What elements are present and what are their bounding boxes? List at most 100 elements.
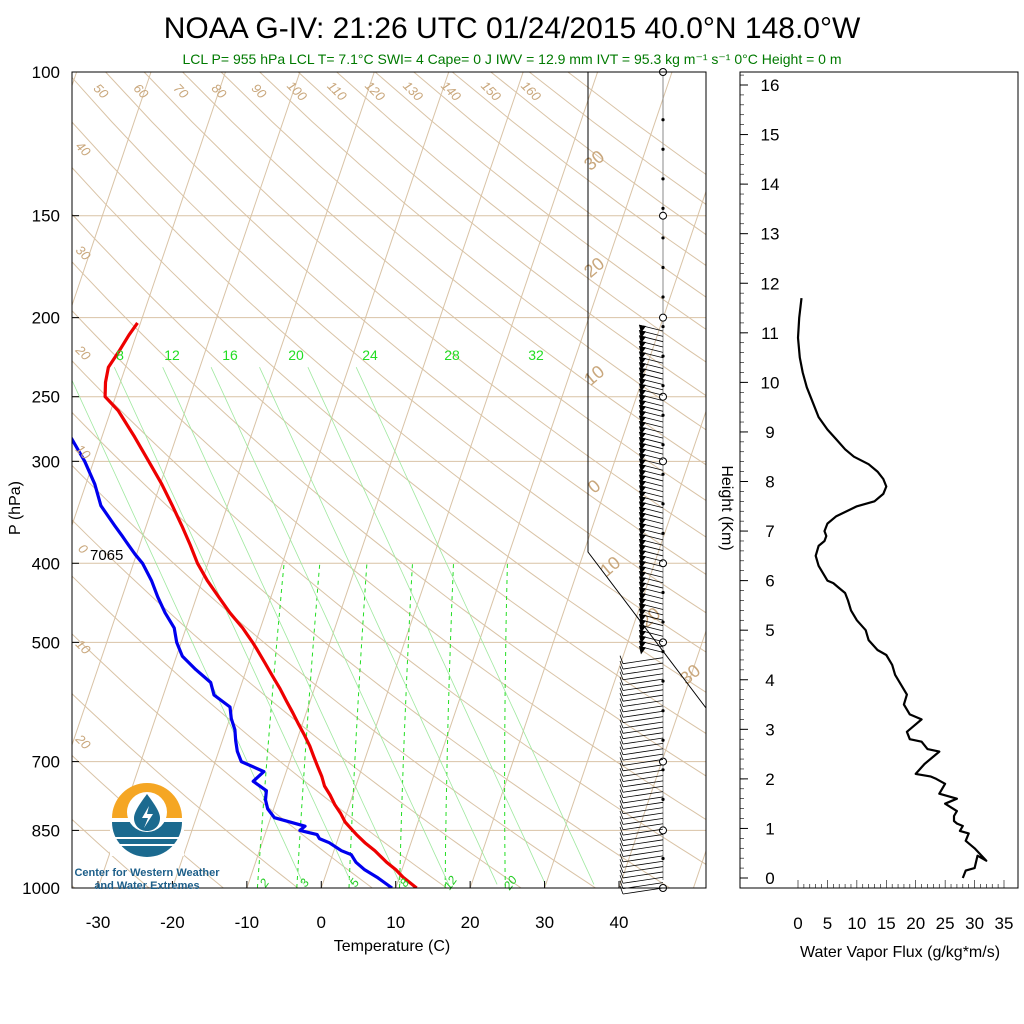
isotherm-line: [469, 189, 706, 888]
skewt-grid: [0, 72, 1024, 888]
wind-level-dot: [661, 768, 665, 772]
wind-level-dot: [661, 384, 665, 388]
wind-barb: [622, 668, 664, 675]
wind-barb: [622, 753, 664, 761]
skewt-frame: [71, 71, 707, 889]
isotherm-line: [72, 72, 152, 307]
wind-barb-flag: [639, 608, 646, 617]
wind-barb-feather: [619, 703, 624, 713]
wind-barb-feather: [619, 843, 624, 852]
skewt-x-tick-label: -30: [86, 913, 111, 932]
dry-adiabat: [72, 121, 706, 653]
mixing-ratio-label: 8: [116, 347, 124, 363]
isotherm-label: 60: [131, 81, 152, 102]
profile-y-tick-label: 13: [761, 225, 780, 244]
profile-y-tick-label: 12: [761, 274, 780, 293]
wind-level-dot: [661, 709, 665, 713]
wind-barb-flag: [639, 640, 646, 649]
wind-barb-feather: [619, 719, 624, 729]
moist-adiabat-line: [72, 379, 304, 885]
dry-adiabat: [72, 213, 706, 735]
chart-title: NOAA G-IV: 21:26 UTC 01/24/2015 40.0°N 1…: [164, 12, 861, 45]
wind-barb: [622, 662, 664, 670]
dry-adiabat: [72, 818, 150, 888]
dry-adiabat: [336, 72, 706, 363]
wind-barb-flag: [639, 507, 646, 516]
profile-y-tick-label: 7: [765, 522, 774, 541]
mixing-ratio-label: 20: [288, 347, 304, 363]
wind-level-dot: [661, 502, 665, 506]
dry-adiabat: [72, 411, 671, 888]
wind-barb: [622, 726, 664, 734]
isotherm-line: [0, 72, 2, 888]
wind-barb-feather: [619, 725, 624, 734]
wind-barb-feather: [619, 773, 624, 782]
dry-adiabat: [72, 633, 373, 888]
profile-x-tick-label: 10: [847, 914, 866, 933]
wind-barb: [622, 732, 664, 740]
profile-y-tick-label: 16: [761, 76, 780, 95]
wind-barb-feather: [619, 762, 624, 771]
wind-barb-feather: [619, 698, 624, 707]
dry-adiabat: [72, 693, 299, 888]
skewt-x-tick-label: 20: [461, 913, 480, 932]
dry-adiabat-left-label: 40: [73, 138, 94, 159]
wind-barb-feather: [619, 709, 624, 718]
wind-barb-flag: [639, 485, 646, 494]
wind-barb-feather: [619, 816, 624, 825]
wind-barb-feather: [619, 885, 624, 895]
moist-adiabat-line: [259, 367, 498, 885]
isotherm-line: [320, 72, 599, 888]
wind-barb-flag: [639, 453, 646, 462]
wind-barb-flag: [639, 399, 646, 408]
water-vapor-flux-line: [796, 297, 988, 879]
dry-adiabat: [72, 261, 706, 777]
skewt-y-tick-label: 400: [32, 554, 60, 573]
dry-adiabat-right-label: 30: [580, 146, 608, 174]
wind-barb: [622, 876, 664, 884]
isotherm-label: 140: [438, 78, 464, 104]
isotherm-line: [768, 72, 1024, 888]
wind-barb-flag: [639, 330, 646, 339]
wind-barb: [622, 785, 664, 793]
wind-barb-flag: [639, 571, 646, 580]
wind-barb: [622, 742, 664, 750]
wind-barb-flag: [639, 539, 646, 548]
dry-adiabat: [259, 72, 706, 431]
wind-barb-feather: [619, 800, 624, 809]
skewt-y-tick-label: 500: [32, 633, 60, 652]
wind-barb-feather: [619, 794, 624, 804]
skewt-y-tick-label: 100: [32, 63, 60, 82]
skewt-y-tick-label: 300: [32, 452, 60, 471]
dry-adiabat: [182, 72, 706, 502]
wind-barb-flag: [639, 373, 646, 382]
wind-barb-feather: [619, 666, 624, 675]
dry-adiabat: [72, 360, 706, 865]
mixing-ratio-label: 28: [444, 347, 460, 363]
wind-barb-feather: [619, 859, 624, 868]
wind-barb: [622, 871, 664, 879]
wind-barb-feather: [619, 789, 624, 798]
moist-adiabat-line: [210, 367, 450, 885]
wind-level-dot: [661, 590, 665, 595]
wind-barb-flag: [639, 598, 646, 607]
skewt-y-tick-label: 200: [32, 309, 60, 328]
isotherm-line: [618, 629, 706, 888]
wind-barb: [622, 759, 664, 766]
calm-wind-circle: [659, 313, 667, 322]
profile-y-tick-label: 5: [765, 621, 774, 640]
wind-level-dot: [661, 413, 665, 417]
isotherm-line: [544, 409, 706, 888]
wind-barb: [622, 657, 664, 665]
skewt-x-tick-label: 40: [610, 913, 629, 932]
dry-adiabat: [72, 166, 706, 693]
wind-barb: [622, 807, 664, 815]
isotherm-label: 90: [249, 81, 270, 102]
wind-barb-feather: [619, 741, 624, 750]
wind-barb-feather: [619, 778, 624, 788]
wind-barb-feather: [619, 810, 624, 820]
wind-level-dot: [661, 265, 665, 270]
isotherm-label: 50: [91, 81, 112, 102]
wind-barb-flag: [639, 324, 646, 333]
wind-barb: [622, 796, 664, 804]
